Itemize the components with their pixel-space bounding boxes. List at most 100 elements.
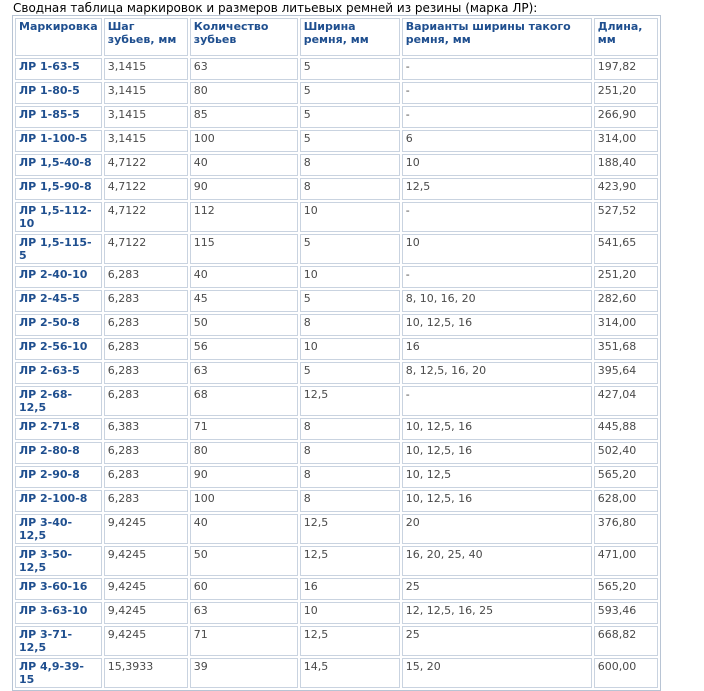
table-row: ЛР 4,9-39-15 15,3933 39 14,5 15, 20 600,00 <box>15 658 658 688</box>
table-cell: 9,4245 <box>103 602 188 624</box>
marking-cell: ЛР 2-80-8 <box>15 442 102 464</box>
table-cell: 12,5 <box>299 386 400 416</box>
table-cell: 628,00 <box>593 490 658 512</box>
table-cell: - <box>401 82 592 104</box>
marking-cell: ЛР 3-50-12,5 <box>15 546 102 576</box>
header-row: Маркировка Шаг зубьев, мм Количество зубье… <box>15 18 658 56</box>
table-row: ЛР 2-56-10 6,283 56 10 16 351,68 <box>15 338 658 360</box>
table-cell: 427,04 <box>593 386 658 416</box>
table-cell: 39 <box>189 658 298 688</box>
table-row: ЛР 2-71-8 6,383 71 8 10, 12,5, 16 445,88 <box>15 418 658 440</box>
header-cell: Маркировка <box>15 18 102 56</box>
table-cell: 4,7122 <box>103 178 188 200</box>
table-cell: 60 <box>189 578 298 600</box>
table-cell: 10, 12,5, 16 <box>401 314 592 336</box>
table-cell: 4,7122 <box>103 202 188 232</box>
table-cell: 423,90 <box>593 178 658 200</box>
table-cell: 80 <box>189 82 298 104</box>
table-cell: 63 <box>189 602 298 624</box>
marking-cell: ЛР 2-45-5 <box>15 290 102 312</box>
table-cell: 8, 10, 16, 20 <box>401 290 592 312</box>
table-row: ЛР 2-80-8 6,283 80 8 10, 12,5, 16 502,40 <box>15 442 658 464</box>
table-cell: 71 <box>189 626 298 656</box>
table-row: ЛР 1,5-40-8 4,7122 40 8 10 188,40 <box>15 154 658 176</box>
table-cell: 541,65 <box>593 234 658 264</box>
table-row: ЛР 1,5-112-10 4,7122 112 10-527,52 <box>15 202 658 232</box>
table-cell: 5 <box>299 362 400 384</box>
table-cell: 445,88 <box>593 418 658 440</box>
table-cell: 188,40 <box>593 154 658 176</box>
table-cell: - <box>401 202 592 232</box>
table-row: ЛР 2-90-8 6,283 90 8 10, 12,5 565,20 <box>15 466 658 488</box>
table-cell: 5 <box>299 58 400 80</box>
table-row: ЛР 3-60-16 9,4245 60 16 25 565,20 <box>15 578 658 600</box>
table-cell: 9,4245 <box>103 626 188 656</box>
table-cell: 10, 12,5, 16 <box>401 490 592 512</box>
table-cell: 251,20 <box>593 266 658 288</box>
table-cell: 3,1415 <box>103 130 188 152</box>
table-cell: 8, 12,5, 16, 20 <box>401 362 592 384</box>
marking-cell: ЛР 2-100-8 <box>15 490 102 512</box>
marking-cell: ЛР 2-71-8 <box>15 418 102 440</box>
marking-cell: ЛР 3-40-12,5 <box>15 514 102 544</box>
header-cell: Шаг зубьев, мм <box>103 18 188 56</box>
table-row: ЛР 3-71-12,5 9,4245 71 12,5 25 668,82 <box>15 626 658 656</box>
table-cell: 40 <box>189 266 298 288</box>
table-cell: 565,20 <box>593 578 658 600</box>
table-cell: 10, 12,5 <box>401 466 592 488</box>
marking-cell: ЛР 1,5-90-8 <box>15 178 102 200</box>
table-cell: 71 <box>189 418 298 440</box>
table-cell: 8 <box>299 314 400 336</box>
table-cell: 5 <box>299 234 400 264</box>
table-cell: 593,46 <box>593 602 658 624</box>
table-cell: 502,40 <box>593 442 658 464</box>
table-cell: 8 <box>299 466 400 488</box>
table-cell: 9,4245 <box>103 546 188 576</box>
table-cell: 63 <box>189 362 298 384</box>
belt-table: Маркировка Шаг зубьев, мм Количество зубье… <box>12 15 661 691</box>
table-cell: 8 <box>299 490 400 512</box>
title: Сводная таблица маркировок и размеров ли… <box>13 1 538 15</box>
header-cell: Длина, мм <box>593 18 658 56</box>
table-cell: 3,1415 <box>103 58 188 80</box>
table-cell: 115 <box>189 234 298 264</box>
table-cell: 6,283 <box>103 290 188 312</box>
table-cell: 100 <box>189 130 298 152</box>
table-row: ЛР 2-100-8 6,283 100 8 10, 12,5, 16 628,00 <box>15 490 658 512</box>
table-cell: 15, 20 <box>401 658 592 688</box>
table-row: ЛР 1-63-5 3,1415 63 5-197,82 <box>15 58 658 80</box>
table-cell: 314,00 <box>593 130 658 152</box>
table-cell: 8 <box>299 154 400 176</box>
table-cell: 50 <box>189 546 298 576</box>
header-cell: Ширина ремня, мм <box>299 18 400 56</box>
marking-cell: ЛР 1-85-5 <box>15 106 102 128</box>
marking-cell: ЛР 3-60-16 <box>15 578 102 600</box>
header-cell: Варианты ширины такого ремня, мм <box>401 18 592 56</box>
table-cell: 25 <box>401 578 592 600</box>
table-cell: 25 <box>401 626 592 656</box>
table-cell: 20 <box>401 514 592 544</box>
table-cell: 63 <box>189 58 298 80</box>
table-cell: 12, 12,5, 16, 25 <box>401 602 592 624</box>
table-cell: 90 <box>189 178 298 200</box>
table-cell: 9,4245 <box>103 578 188 600</box>
table-cell: 565,20 <box>593 466 658 488</box>
table-cell: 282,60 <box>593 290 658 312</box>
table-cell: 4,7122 <box>103 154 188 176</box>
table-cell: 314,00 <box>593 314 658 336</box>
table-cell: 12,5 <box>299 546 400 576</box>
table-cell: 6,283 <box>103 466 188 488</box>
table-cell: 45 <box>189 290 298 312</box>
table-row: ЛР 3-50-12,5 9,4245 50 12,5 16, 20, 25, 40 47… <box>15 546 658 576</box>
marking-cell: ЛР 2-50-8 <box>15 314 102 336</box>
table-cell: 5 <box>299 106 400 128</box>
table-cell: 10 <box>299 266 400 288</box>
table-cell: 10 <box>299 602 400 624</box>
table-cell: 8 <box>299 418 400 440</box>
table-row: ЛР 1,5-90-8 4,7122 90 8 12,5 423,90 <box>15 178 658 200</box>
table-cell: - <box>401 266 592 288</box>
table-row: ЛР 2-63-5 6,283 63 5 8, 12,5, 16, 20 395,64 <box>15 362 658 384</box>
table-cell: - <box>401 106 592 128</box>
table-cell: 8 <box>299 442 400 464</box>
table-cell: 12,5 <box>299 626 400 656</box>
